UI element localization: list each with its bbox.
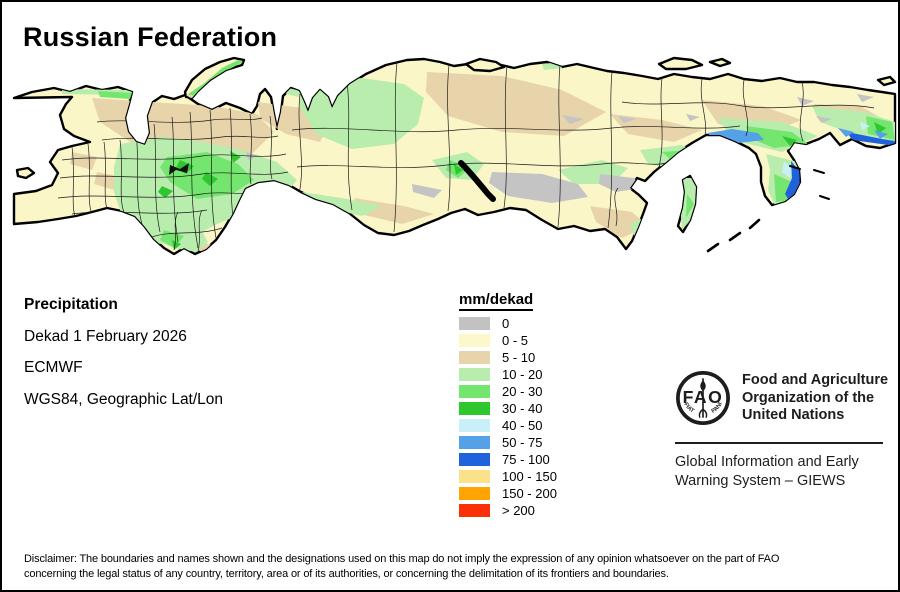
legend-label: 30 - 40	[502, 401, 543, 416]
dekad-label: Dekad 1 February 2026	[24, 327, 187, 345]
legend-swatch	[459, 385, 490, 398]
giews-name: Global Information and Early Warning Sys…	[675, 454, 859, 489]
legend-label: 100 - 150	[502, 469, 557, 484]
wrangel-island	[876, 75, 897, 87]
legend-label: 50 - 75	[502, 435, 543, 450]
legend-swatch	[459, 334, 490, 347]
legend-label: 5 - 10	[502, 350, 536, 365]
kuril-islands	[706, 165, 830, 253]
legend-label: > 200	[502, 503, 535, 518]
disclaimer-line-1: Disclaimer: The boundaries and names sho…	[24, 553, 780, 565]
fao-name: Food and Agriculture Organization of the…	[742, 372, 889, 423]
legend-row: > 200	[459, 504, 557, 517]
legend-row: 100 - 150	[459, 470, 557, 483]
legend-row: 150 - 200	[459, 487, 557, 500]
organization-block: FAO FIAT PANIS Food and Agriculture Orga…	[673, 366, 890, 491]
legend-label: 0	[502, 316, 510, 331]
product-label: Precipitation	[24, 296, 118, 313]
legend-title: mm/dekad	[459, 291, 534, 311]
legend-swatch	[459, 402, 490, 415]
legend-row: 0	[459, 317, 557, 330]
reservoir-cluster	[169, 163, 189, 175]
legend-row: 10 - 20	[459, 368, 557, 381]
legend-row: 20 - 30	[459, 385, 557, 398]
legend-label: 150 - 200	[502, 486, 557, 501]
legend-swatch	[459, 351, 490, 364]
legend-swatch	[459, 453, 490, 466]
legend: mm/dekad 0 0 - 5 5 - 10 10 - 20 20 - 30 30 - …	[459, 291, 557, 521]
legend-label: 20 - 30	[502, 384, 543, 399]
legend-label: 10 - 20	[502, 367, 543, 382]
fao-logo-icon: FAO FIAT PANIS	[673, 366, 731, 431]
disclaimer-line-2: concerning the legal status of any count…	[24, 567, 669, 580]
legend-row: 0 - 5	[459, 334, 557, 347]
new-siberian-islands-2	[708, 57, 732, 68]
legend-row: 50 - 75	[459, 436, 557, 449]
legend-swatch	[459, 368, 490, 381]
baltic-island	[15, 166, 36, 180]
legend-row: 30 - 40	[459, 402, 557, 415]
legend-swatch	[459, 487, 490, 500]
page-title: Russian Federation	[23, 22, 278, 52]
legend-swatch	[459, 317, 490, 330]
legend-swatch	[459, 419, 490, 432]
lake-baikal	[458, 160, 496, 202]
legend-swatch	[459, 470, 490, 483]
legend-label: 40 - 50	[502, 418, 543, 433]
legend-row: 75 - 100	[459, 453, 557, 466]
severnaya-zemlya-island	[464, 57, 506, 73]
new-siberian-islands	[657, 56, 704, 71]
russia-map-canvas	[12, 56, 897, 256]
divider	[675, 442, 883, 444]
disclaimer-text: Disclaimer: The boundaries and names sho…	[24, 552, 886, 581]
legend-rows: 0 0 - 5 5 - 10 10 - 20 20 - 30 30 - 40 40 - 50…	[459, 317, 557, 517]
projection-label: WGS84, Geographic Lat/Lon	[24, 390, 224, 408]
admin-boundaries	[57, 61, 875, 253]
legend-row: 5 - 10	[459, 351, 557, 364]
map-info-block: Precipitation Dekad 1 February 2026 ECMW…	[24, 296, 354, 422]
legend-row: 40 - 50	[459, 419, 557, 432]
legend-label: 75 - 100	[502, 452, 550, 467]
precipitation-map	[2, 52, 898, 294]
legend-swatch	[459, 436, 490, 449]
legend-swatch	[459, 504, 490, 517]
legend-label: 0 - 5	[502, 333, 529, 348]
source-label: ECMWF	[24, 359, 83, 376]
